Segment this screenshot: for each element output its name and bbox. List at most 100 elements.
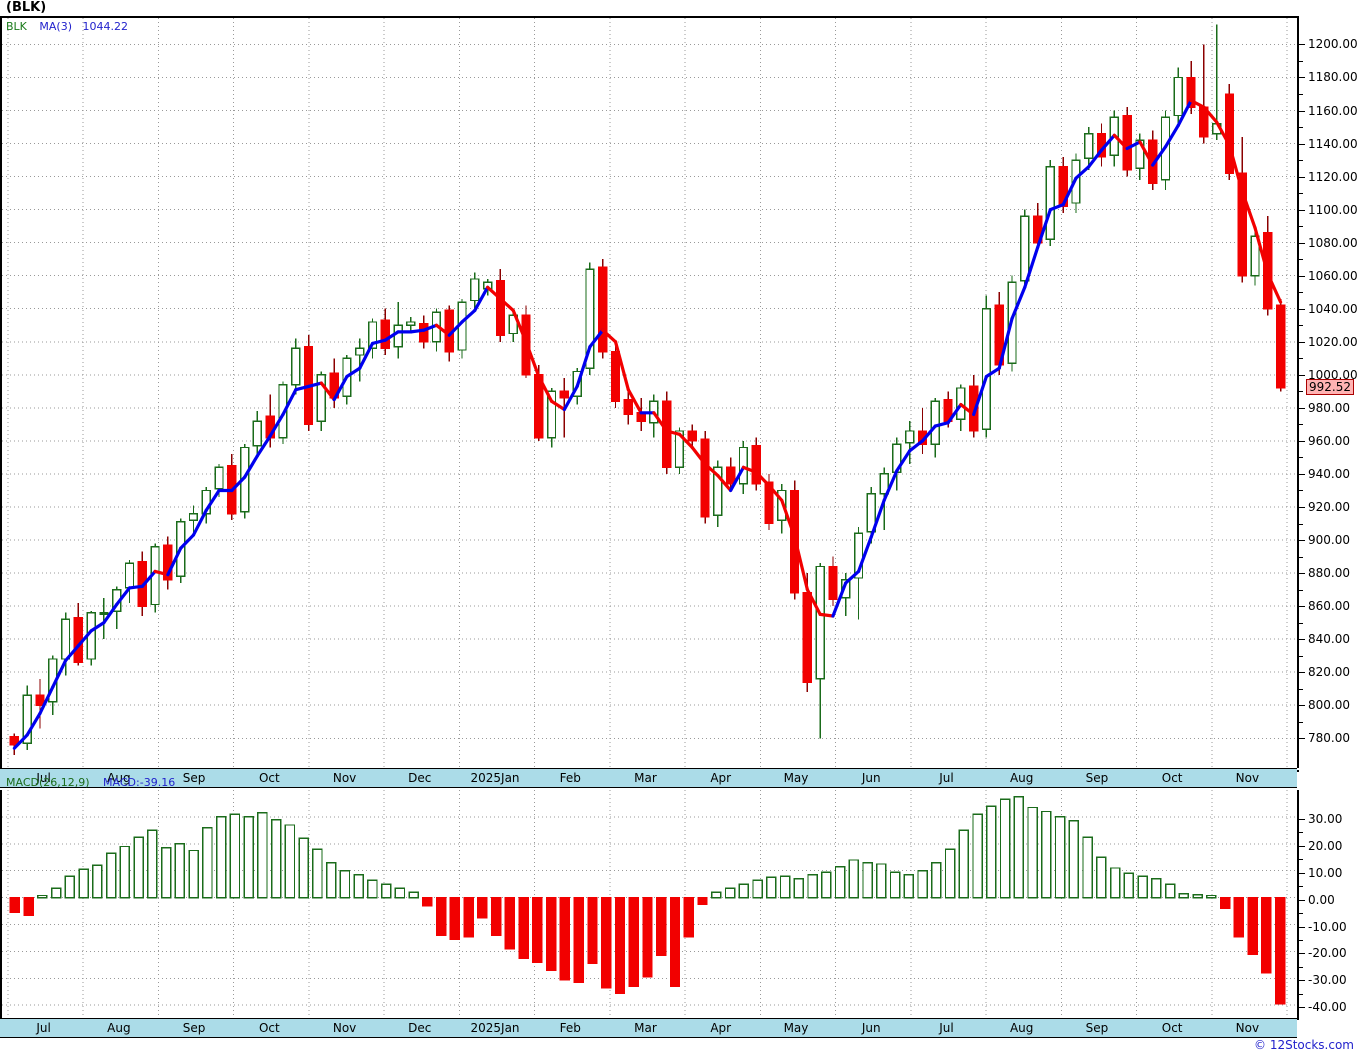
price-axis-minor-tick	[1299, 60, 1303, 62]
macd-axis-minor-tick	[1299, 993, 1303, 995]
price-axis-label: 1200.00	[1308, 37, 1358, 52]
price-month-label: Jun	[861, 771, 881, 785]
macd-month-label: Jul	[36, 1021, 51, 1035]
macd-month-label: Aug	[107, 1021, 131, 1035]
page-title: (BLK)	[6, 0, 47, 15]
macd-month-label: Oct	[1161, 1021, 1183, 1035]
price-axis-tick	[1299, 110, 1305, 112]
price-month-label: Feb	[559, 771, 581, 785]
macd-axis-minor-tick	[1299, 859, 1303, 861]
macd-month-label: Nov	[1235, 1021, 1260, 1035]
price-month-label: May	[783, 771, 809, 785]
macd-axis-label: 0.00	[1308, 892, 1335, 907]
price-axis-tick	[1299, 672, 1305, 674]
price-axis-minor-tick	[1299, 556, 1303, 558]
legend-symbol: BLK	[6, 20, 27, 33]
macd-month-label: Aug	[1009, 1021, 1034, 1035]
macd-axis-label: 20.00	[1308, 838, 1343, 853]
price-axis-tick	[1299, 308, 1305, 310]
price-axis-tick	[1299, 44, 1305, 46]
price-axis-minor-tick	[1299, 259, 1303, 261]
macd-axis-label: -20.00	[1308, 946, 1347, 961]
macd-plot-area	[2, 790, 1297, 1016]
macd-indicator-label: MACD(26,12,9)	[6, 776, 90, 789]
macd-month-label: May	[783, 1021, 809, 1035]
month-axis-top: Jul Aug Sep Oct Nov Dec 2025Jan Feb Mar Apr May Jun…	[0, 768, 1297, 788]
title-bar: (BLK)	[0, 0, 1360, 16]
price-axis-label: 1080.00	[1308, 235, 1358, 250]
price-axis-minor-tick	[1299, 292, 1303, 294]
price-axis-tick	[1299, 176, 1305, 178]
price-axis-label: 1060.00	[1308, 268, 1358, 283]
price-axis-tick	[1299, 242, 1305, 244]
price-axis-label: 1140.00	[1308, 136, 1358, 151]
price-axis-label: 1020.00	[1308, 334, 1358, 349]
macd-axis-tick	[1299, 818, 1305, 820]
price-axis-minor-tick	[1299, 226, 1303, 228]
price-axis-minor-tick	[1299, 688, 1303, 690]
macd-axis-label: -10.00	[1308, 919, 1347, 934]
price-month-label: Sep	[1085, 771, 1109, 785]
price-axis-label: 1000.00	[1308, 367, 1358, 382]
price-axis-minor-tick	[1299, 391, 1303, 393]
price-axis-tick	[1299, 573, 1305, 575]
legend-ma-value: 1044.22	[82, 20, 129, 33]
macd-histogram-svg	[2, 790, 1297, 1016]
macd-axis-minor-tick	[1299, 913, 1303, 915]
price-axis-tick	[1299, 143, 1305, 145]
macd-axis-minor-tick	[1299, 966, 1303, 968]
macd-axis-tick	[1299, 872, 1305, 874]
price-axis-tick	[1299, 473, 1305, 475]
price-axis-minor-tick	[1299, 127, 1303, 129]
price-axis-minor-tick	[1299, 160, 1303, 162]
price-month-label: Nov	[1235, 771, 1260, 785]
price-month-label: Mar	[634, 771, 657, 785]
price-axis-tick	[1299, 374, 1305, 376]
price-axis-tick	[1299, 275, 1305, 277]
price-axis-minor-tick	[1299, 325, 1303, 327]
price-axis-tick	[1299, 506, 1305, 508]
price-month-label: 2025Jan	[470, 771, 520, 785]
price-axis-minor-tick	[1299, 589, 1303, 591]
price-axis-minor-tick	[1299, 490, 1303, 492]
price-month-label: Apr	[710, 771, 732, 785]
macd-month-label: Nov	[332, 1021, 357, 1035]
price-axis-label: 960.00	[1308, 433, 1350, 448]
copyright-label: © 12Stocks.com	[1254, 1038, 1354, 1052]
price-axis-tick	[1299, 639, 1305, 641]
price-legend: BLK MA(3) 1044.22	[6, 20, 128, 33]
price-axis-label: 1160.00	[1308, 103, 1358, 118]
macd-month-label: 2025Jan	[470, 1021, 520, 1035]
price-axis-tick	[1299, 341, 1305, 343]
macd-axis-label: -40.00	[1308, 1000, 1347, 1015]
price-axis-minor-tick	[1299, 523, 1303, 525]
price-axis-label: 900.00	[1308, 533, 1350, 548]
price-month-label: Dec	[408, 771, 432, 785]
price-axis-tick	[1299, 540, 1305, 542]
price-axis-minor-tick	[1299, 721, 1303, 723]
price-axis: 1200.00 1180.00 1160.00 1140.00 1120.00 1100.…	[1297, 16, 1360, 768]
price-axis-label: 780.00	[1308, 731, 1350, 746]
macd-month-label: Apr	[710, 1021, 732, 1035]
price-axis-label: 880.00	[1308, 566, 1350, 581]
price-axis-label: 920.00	[1308, 499, 1350, 514]
macd-axis-label: 10.00	[1308, 865, 1343, 880]
price-plot-area	[2, 18, 1297, 768]
price-month-label: Nov	[332, 771, 357, 785]
legend-ma-label: MA(3)	[39, 20, 72, 33]
price-axis-tick	[1299, 407, 1305, 409]
price-axis-tick	[1299, 606, 1305, 608]
price-axis-label: 860.00	[1308, 599, 1350, 614]
macd-month-label: Sep	[182, 1021, 206, 1035]
price-axis-tick	[1299, 705, 1305, 707]
price-axis-label: 940.00	[1308, 466, 1350, 481]
price-month-label: Aug	[1009, 771, 1034, 785]
price-axis-label: 1120.00	[1308, 169, 1358, 184]
price-axis-tick	[1299, 209, 1305, 211]
price-axis-label: 980.00	[1308, 400, 1350, 415]
price-month-label: Jul	[36, 771, 51, 785]
price-axis-minor-tick	[1299, 622, 1303, 624]
price-axis-minor-tick	[1299, 193, 1303, 195]
macd-axis-label: 30.00	[1308, 811, 1343, 826]
macd-month-label: Sep	[1085, 1021, 1109, 1035]
